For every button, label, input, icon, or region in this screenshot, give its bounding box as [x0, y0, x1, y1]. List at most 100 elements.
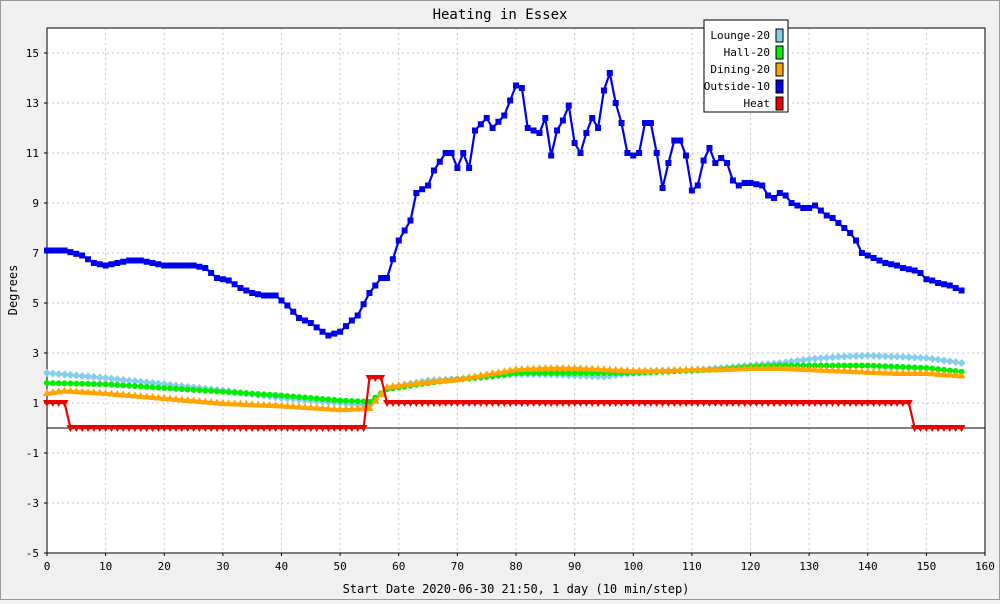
data-point: [624, 150, 631, 156]
data-point: [910, 353, 919, 362]
data-point: [84, 372, 93, 381]
data-point: [79, 380, 86, 387]
data-point: [765, 192, 772, 199]
data-point: [178, 262, 185, 269]
data-point: [699, 365, 708, 373]
legend-label: Dining-20: [710, 63, 770, 76]
data-point: [559, 370, 566, 376]
data-point: [646, 400, 655, 407]
data-point: [670, 400, 679, 407]
data-point: [154, 425, 163, 432]
data-point: [488, 369, 497, 377]
data-point: [48, 400, 57, 407]
data-point: [677, 137, 684, 144]
data-point: [388, 382, 397, 390]
data-point: [190, 386, 197, 393]
data-point: [705, 400, 714, 407]
data-point: [752, 400, 761, 407]
data-point: [101, 374, 110, 382]
data-point: [734, 400, 743, 407]
data-point: [119, 390, 128, 398]
data-point: [372, 282, 379, 289]
data-point: [875, 368, 884, 376]
data-point: [829, 215, 836, 221]
data-point: [810, 354, 819, 363]
data-point: [775, 400, 784, 407]
data-point: [471, 127, 478, 134]
data-point: [488, 400, 497, 407]
data-point: [523, 400, 532, 407]
data-point: [529, 400, 538, 407]
data-point: [951, 358, 960, 367]
data-point: [272, 292, 279, 299]
data-point: [957, 425, 966, 432]
data-point: [665, 160, 672, 166]
data-point: [360, 398, 367, 405]
data-point: [325, 332, 332, 339]
data-point: [73, 250, 80, 257]
data-point: [658, 400, 667, 407]
data-point: [289, 402, 298, 410]
data-point: [43, 389, 51, 396]
data-point: [161, 385, 168, 391]
data-point: [910, 425, 919, 432]
data-point: [629, 400, 638, 407]
data-point: [852, 367, 861, 375]
data-point: [853, 237, 860, 244]
data-point: [388, 400, 397, 407]
data-point: [595, 125, 602, 131]
data-point: [384, 275, 391, 281]
data-point: [259, 400, 268, 408]
data-point: [72, 425, 81, 432]
x-tick-label: 160: [975, 560, 995, 573]
data-point: [582, 400, 591, 407]
data-point: [425, 182, 432, 189]
data-point: [911, 267, 918, 274]
data-point: [177, 395, 186, 403]
data-point: [846, 400, 855, 407]
data-point: [841, 362, 848, 369]
data-point: [155, 261, 162, 268]
data-point: [893, 400, 902, 407]
data-point: [876, 257, 883, 264]
data-point: [852, 400, 861, 407]
data-point: [922, 354, 931, 362]
data-point: [142, 425, 151, 432]
data-point: [847, 230, 854, 236]
data-point: [237, 389, 244, 396]
data-point: [875, 352, 884, 360]
data-point: [330, 404, 339, 412]
data-point: [383, 400, 392, 407]
data-point: [331, 397, 338, 403]
data-point: [131, 257, 138, 264]
data-point: [594, 400, 603, 407]
legend-swatch: [775, 79, 784, 94]
data-point: [359, 425, 368, 432]
data-point: [630, 152, 637, 159]
data-point: [659, 185, 666, 191]
data-point: [500, 367, 509, 375]
data-point: [377, 389, 386, 397]
data-point: [54, 400, 63, 407]
legend-swatch: [775, 62, 784, 77]
x-tick-label: 60: [392, 560, 405, 573]
data-point: [547, 364, 556, 371]
data-point: [407, 217, 414, 224]
data-point: [296, 394, 303, 400]
data-point: [782, 192, 789, 199]
data-point: [306, 425, 315, 432]
data-point: [829, 362, 836, 369]
data-point: [295, 425, 304, 432]
data-point: [60, 400, 69, 407]
data-point: [946, 282, 953, 289]
data-point: [295, 402, 304, 410]
y-tick-label: 15: [26, 47, 39, 60]
data-point: [120, 258, 127, 265]
data-point: [330, 425, 339, 432]
data-point: [559, 117, 566, 124]
data-point: [208, 388, 215, 394]
data-point: [418, 400, 427, 407]
data-point: [500, 400, 509, 407]
data-point: [940, 366, 947, 373]
data-point: [876, 363, 883, 369]
